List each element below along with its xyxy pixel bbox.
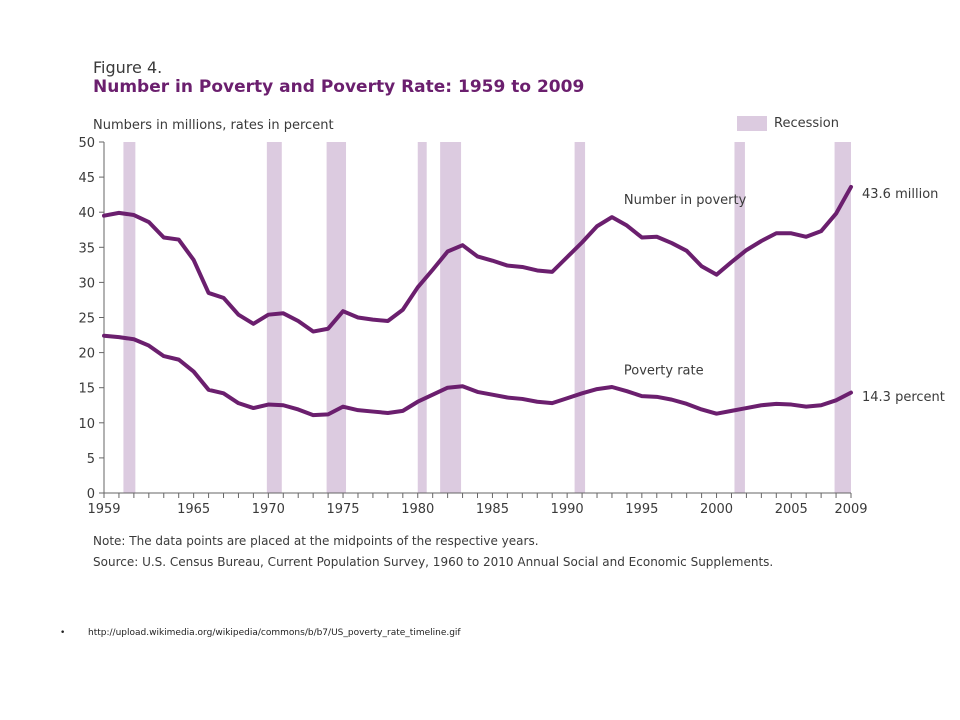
recession-band [574, 142, 586, 493]
chart-note: Note: The data points are placed at the … [93, 534, 539, 548]
x-tick-label: 1990 [551, 502, 584, 517]
x-tick-label: 1980 [401, 502, 434, 517]
y-tick-label: 35 [78, 241, 95, 256]
recession-band [734, 142, 745, 493]
x-tick-label: 1970 [252, 502, 285, 517]
legend-label: Recession [774, 116, 839, 131]
end-label-poverty-rate: 14.3 percent [862, 390, 945, 405]
legend: Recession [737, 116, 839, 131]
series-name-number-in-poverty: Number in poverty [624, 193, 747, 208]
x-tick-label: 1959 [87, 502, 120, 517]
y-tick-label: 40 [78, 206, 95, 221]
y-tick-label: 20 [78, 347, 95, 362]
end-label-number-in-poverty: 43.6 million [862, 187, 938, 202]
recession-swatch [737, 116, 767, 131]
recession-band [417, 142, 427, 493]
y-tick-label: 30 [78, 276, 95, 291]
series-line-number-in-poverty [102, 184, 853, 334]
chart-source: Source: U.S. Census Bureau, Current Popu… [93, 555, 774, 569]
figure-label: Figure 4. [93, 58, 163, 77]
axes: 0 5 10 15 20 25 30 35 40 45 50 1959 1965 1970 1975 1980… [78, 136, 867, 517]
y-tick-label: 0 [87, 487, 95, 502]
source-url: http://upload.wikimedia.org/wikipedia/co… [88, 628, 461, 638]
x-tick-label: 2005 [775, 502, 808, 517]
bullet-icon: • [60, 628, 66, 638]
series-labels: Number in poverty Poverty rate 43.6 millio… [624, 187, 945, 405]
series-line-poverty-rate [102, 333, 853, 418]
x-tick-label: 1985 [476, 502, 509, 517]
y-tick-label: 5 [87, 452, 95, 467]
x-tick-label: 2000 [700, 502, 733, 517]
y-tick-label: 50 [78, 136, 95, 151]
y-axis-label: Numbers in millions, rates in percent [93, 118, 334, 133]
recession-band [834, 142, 851, 493]
series-lines [102, 184, 853, 418]
recession-band [440, 142, 462, 493]
y-tick-label: 10 [78, 417, 95, 432]
y-tick-label: 25 [78, 312, 95, 327]
x-tick-label: 1975 [326, 502, 359, 517]
recession-band [123, 142, 136, 493]
x-tick-label: 1965 [177, 502, 210, 517]
y-tick-label: 15 [78, 382, 95, 397]
x-tick-label: 2009 [834, 502, 867, 517]
series-name-poverty-rate: Poverty rate [624, 363, 704, 378]
chart-title: Number in Poverty and Poverty Rate: 1959… [93, 77, 585, 97]
source-url-line: • http://upload.wikimedia.org/wikipedia/c… [60, 628, 461, 638]
recession-band [266, 142, 282, 493]
x-tick-label: 1995 [625, 502, 658, 517]
y-tick-label: 45 [78, 171, 95, 186]
